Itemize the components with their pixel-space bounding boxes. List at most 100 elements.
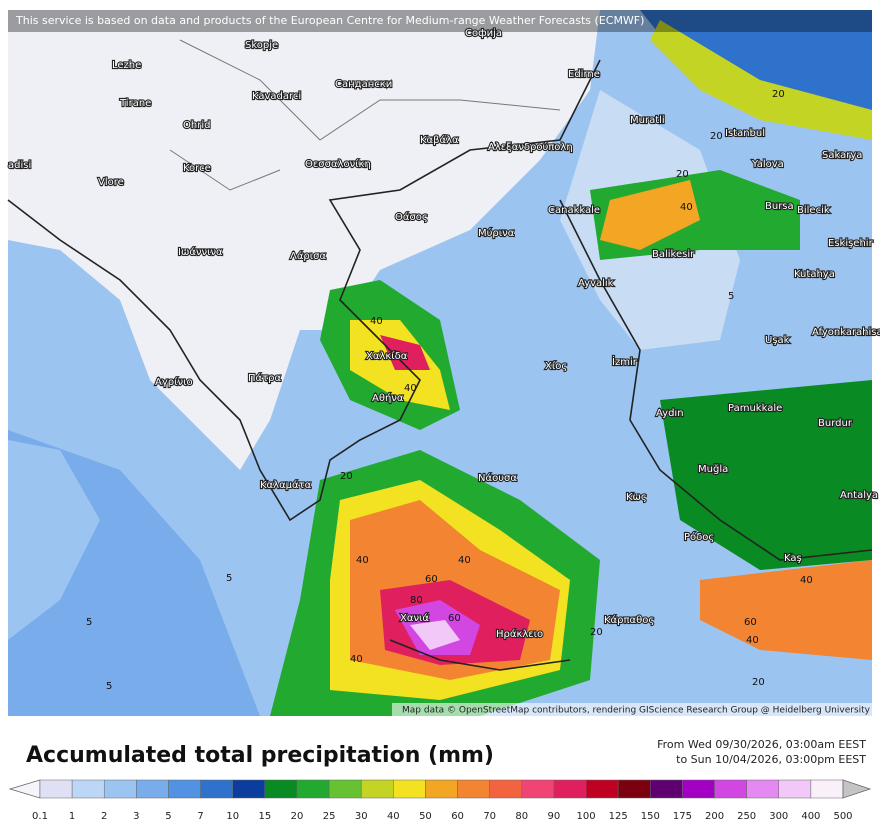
banner-bg <box>8 10 872 32</box>
contour-label: 5 <box>226 573 232 584</box>
colorbar-label: 60 <box>451 811 464 822</box>
city: Αγρίνιο <box>155 376 193 388</box>
colorbar-bin <box>393 779 426 799</box>
city: Καβάλα <box>420 134 459 146</box>
colorbar-bin <box>328 779 362 799</box>
city: Χίος <box>545 360 567 372</box>
city: Sakarya <box>822 150 862 161</box>
colorbar-label: 400 <box>801 811 820 822</box>
contour-label: 60 <box>448 613 461 624</box>
colorbar-label: 25 <box>323 811 336 822</box>
colorbar-bin <box>521 779 555 799</box>
colorbar-bin <box>457 779 490 799</box>
colorbar-label: 10 <box>226 811 239 822</box>
city: Bilecik <box>797 205 830 216</box>
map: This service is based on data and produc… <box>7 10 880 716</box>
contour-label: 60 <box>425 574 438 585</box>
colorbar-label: 250 <box>737 811 756 822</box>
contour-label: 5 <box>728 291 734 302</box>
contour-label: 20 <box>676 169 689 180</box>
colorbar-bin <box>778 779 812 799</box>
colorbar-bin <box>682 779 715 799</box>
colorbar-label: 0.1 <box>32 811 48 822</box>
city: Софија <box>465 27 502 39</box>
city: Ayvalık <box>578 278 614 289</box>
contour-label: 80 <box>410 595 423 606</box>
city: Ρόδος <box>684 531 714 543</box>
city: Yalova <box>751 159 784 170</box>
city: Antalya <box>840 490 878 501</box>
blue-area <box>640 10 872 120</box>
colorbar-bin <box>264 779 298 799</box>
contour-label: 40 <box>680 202 693 213</box>
colorbar-bin <box>714 779 747 799</box>
colorbar-label: 30 <box>355 811 368 822</box>
city: adisi <box>8 160 31 171</box>
contour-label: 40 <box>356 555 369 566</box>
magenta-area <box>380 335 430 370</box>
colorbar-label: 80 <box>515 811 528 822</box>
colorbar-bin <box>71 779 105 799</box>
colorbar-label: 175 <box>673 811 692 822</box>
city: Ηράκλειο <box>496 628 543 640</box>
colorbar-arrow <box>8 779 41 799</box>
colorbar-label: 100 <box>576 811 595 822</box>
colorbar-bin <box>168 779 201 799</box>
contour-label: 40 <box>404 383 417 394</box>
city: Afyonkarahisar <box>812 327 880 338</box>
city: Χανιά <box>400 612 429 624</box>
colorbar-label: 40 <box>387 811 400 822</box>
city: Καλαμάτα <box>260 479 312 491</box>
city: Κως <box>626 492 647 503</box>
colorbar-label: 2 <box>101 811 107 822</box>
city: Burdur <box>818 418 853 429</box>
city: Bursa <box>765 201 794 212</box>
colorbar-bin <box>425 779 458 799</box>
city: Eskişehir <box>828 238 874 249</box>
colorbar-bin <box>585 779 619 799</box>
city-labels: Skopje Софија Lezhe Tirane Ohrid Kavadar… <box>7 26 880 641</box>
orange-area <box>600 180 700 250</box>
contour-label: 40 <box>800 575 813 586</box>
colorbar-bin <box>489 779 523 799</box>
contour-label: 5 <box>86 617 92 628</box>
light-area <box>8 440 100 640</box>
colorbar-label: 70 <box>483 811 496 822</box>
dry-land <box>8 10 600 470</box>
city: Θεσσαλονίκη <box>305 158 371 170</box>
city: Lezhe <box>112 60 141 71</box>
coastlines <box>7 59 873 671</box>
colorbar-bin <box>360 779 394 799</box>
contour-label: 20 <box>590 627 603 638</box>
colorbar-label: 150 <box>641 811 660 822</box>
contour-labels: 20 20 40 40 40 5 5 5 5 40 60 60 80 40 40… <box>86 89 813 692</box>
colorbar-bin <box>810 779 844 799</box>
colorbar-arrow <box>842 779 872 799</box>
colorbar-label: 1 <box>69 811 75 822</box>
city: İzmir <box>612 355 638 368</box>
city: Vlore <box>98 177 124 188</box>
city: Θάσος <box>395 211 428 223</box>
city: Muğla <box>698 463 728 475</box>
contour-label: 40 <box>746 635 759 646</box>
city: Сандански <box>335 79 392 90</box>
city: Λάρισα <box>290 250 327 262</box>
city: Ιωάννινα <box>178 246 223 258</box>
colorbar-label: 3 <box>133 811 139 822</box>
contour-label: 20 <box>340 471 353 482</box>
colorbar-bin <box>746 779 780 799</box>
city: Kavadarci <box>252 91 301 102</box>
city: Skopje <box>245 40 278 51</box>
colorbar-label: 500 <box>833 811 852 822</box>
contour-label: 20 <box>752 677 765 688</box>
colorbar-bin <box>200 779 233 799</box>
city: Κάρπαθος <box>604 614 654 626</box>
yellow-band <box>650 20 872 140</box>
colorbar-label: 7 <box>197 811 203 822</box>
colorbar-bin <box>296 779 330 799</box>
contour-label: 40 <box>350 654 363 665</box>
city: Pamukkale <box>728 403 782 414</box>
contour-label: 40 <box>370 316 383 327</box>
city: Χαλκίδα <box>366 350 408 362</box>
